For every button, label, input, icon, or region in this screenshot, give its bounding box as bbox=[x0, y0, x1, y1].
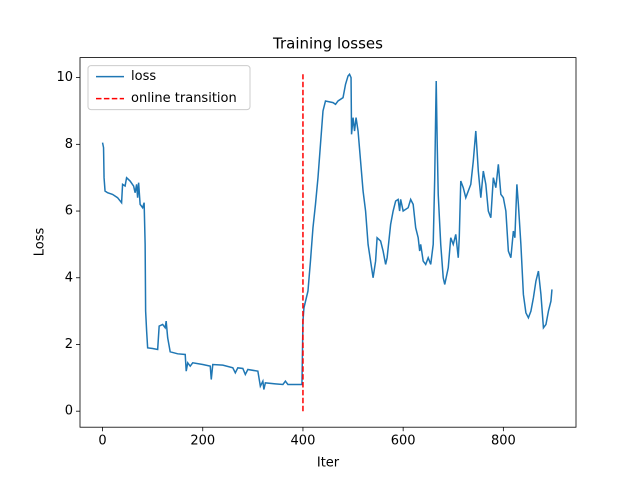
y-axis-label: Loss bbox=[33, 228, 48, 257]
legend-box bbox=[87, 65, 251, 111]
x-axis-label: Iter bbox=[317, 456, 340, 471]
y-tick-label: 8 bbox=[65, 137, 73, 152]
x-tick-label: 200 bbox=[190, 434, 215, 449]
line-series bbox=[101, 72, 553, 390]
y-tick-label: 10 bbox=[56, 70, 73, 85]
y-tick-label: 6 bbox=[65, 204, 73, 219]
plot-frame bbox=[79, 57, 577, 428]
legend-label: loss bbox=[131, 69, 156, 84]
y-tick-label: 2 bbox=[65, 337, 73, 352]
x-tick-label: 800 bbox=[491, 434, 516, 449]
y-tick-label: 0 bbox=[65, 404, 73, 419]
legend-label: online transition bbox=[131, 91, 237, 106]
chart-title: Training losses bbox=[272, 35, 383, 53]
x-tick-label: 0 bbox=[98, 434, 106, 449]
y-tick-label: 4 bbox=[65, 270, 73, 285]
x-tick-label: 400 bbox=[291, 434, 316, 449]
x-tick-label: 600 bbox=[391, 434, 416, 449]
